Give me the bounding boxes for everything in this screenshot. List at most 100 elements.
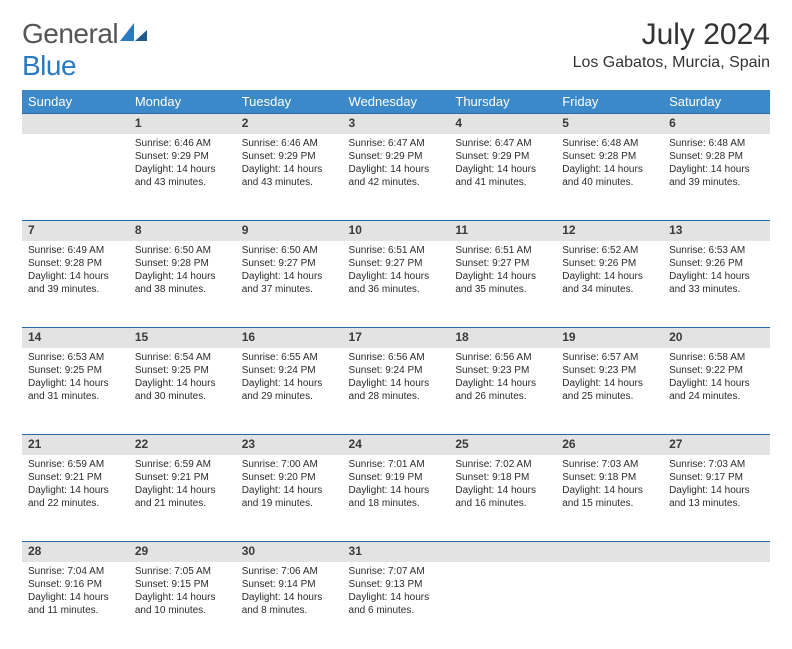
day-cell: Sunrise: 6:52 AMSunset: 9:26 PMDaylight:… [556, 241, 663, 328]
sunrise-line: Sunrise: 6:46 AM [242, 137, 337, 150]
day-number [22, 114, 129, 134]
daylight-line1: Daylight: 14 hours [562, 377, 657, 390]
daylight-line1: Daylight: 14 hours [349, 591, 444, 604]
day-cell: Sunrise: 6:56 AMSunset: 9:24 PMDaylight:… [343, 348, 450, 435]
day-cell: Sunrise: 7:00 AMSunset: 9:20 PMDaylight:… [236, 455, 343, 542]
weekday-header: Sunday [22, 90, 129, 114]
day-number: 16 [236, 328, 343, 348]
daylight-line1: Daylight: 14 hours [28, 270, 123, 283]
day-cell: Sunrise: 6:47 AMSunset: 9:29 PMDaylight:… [449, 134, 556, 221]
day-number [449, 542, 556, 562]
sunset-line: Sunset: 9:29 PM [455, 150, 550, 163]
sunrise-line: Sunrise: 6:56 AM [455, 351, 550, 364]
sunrise-line: Sunrise: 7:03 AM [562, 458, 657, 471]
daylight-line1: Daylight: 14 hours [135, 270, 230, 283]
sunset-line: Sunset: 9:17 PM [669, 471, 764, 484]
daylight-line2: and 40 minutes. [562, 176, 657, 189]
sunset-line: Sunset: 9:28 PM [669, 150, 764, 163]
logo-part1: General [22, 18, 118, 49]
sunrise-line: Sunrise: 7:06 AM [242, 565, 337, 578]
sunset-line: Sunset: 9:27 PM [455, 257, 550, 270]
sunrise-line: Sunrise: 6:58 AM [669, 351, 764, 364]
day-number: 17 [343, 328, 450, 348]
day-number: 31 [343, 542, 450, 562]
sunrise-line: Sunrise: 6:47 AM [455, 137, 550, 150]
location: Los Gabatos, Murcia, Spain [573, 54, 770, 72]
daylight-line2: and 8 minutes. [242, 604, 337, 617]
daylight-line1: Daylight: 14 hours [349, 270, 444, 283]
sunset-line: Sunset: 9:25 PM [28, 364, 123, 377]
daylight-line2: and 19 minutes. [242, 497, 337, 510]
daylight-line1: Daylight: 14 hours [669, 270, 764, 283]
day-cell: Sunrise: 6:51 AMSunset: 9:27 PMDaylight:… [449, 241, 556, 328]
sunset-line: Sunset: 9:14 PM [242, 578, 337, 591]
sunset-line: Sunset: 9:22 PM [669, 364, 764, 377]
day-number: 22 [129, 435, 236, 455]
daylight-line2: and 10 minutes. [135, 604, 230, 617]
day-number: 11 [449, 221, 556, 241]
daylight-line2: and 22 minutes. [28, 497, 123, 510]
day-number [556, 542, 663, 562]
daylight-line2: and 13 minutes. [669, 497, 764, 510]
logo-part2: Blue [22, 50, 76, 81]
day-cell: Sunrise: 6:50 AMSunset: 9:27 PMDaylight:… [236, 241, 343, 328]
sunset-line: Sunset: 9:24 PM [349, 364, 444, 377]
day-number: 21 [22, 435, 129, 455]
day-cell: Sunrise: 7:02 AMSunset: 9:18 PMDaylight:… [449, 455, 556, 542]
day-cell: Sunrise: 6:46 AMSunset: 9:29 PMDaylight:… [129, 134, 236, 221]
day-number: 14 [22, 328, 129, 348]
sunset-line: Sunset: 9:26 PM [562, 257, 657, 270]
daylight-line2: and 38 minutes. [135, 283, 230, 296]
day-cell: Sunrise: 6:48 AMSunset: 9:28 PMDaylight:… [556, 134, 663, 221]
daylight-line1: Daylight: 14 hours [455, 377, 550, 390]
weekday-header: Wednesday [343, 90, 450, 114]
daylight-line1: Daylight: 14 hours [669, 484, 764, 497]
day-number: 1 [129, 114, 236, 134]
day-number-row: 21222324252627 [22, 435, 770, 455]
sunset-line: Sunset: 9:19 PM [349, 471, 444, 484]
day-cell: Sunrise: 6:58 AMSunset: 9:22 PMDaylight:… [663, 348, 770, 435]
daylight-line2: and 42 minutes. [349, 176, 444, 189]
weekday-header-row: Sunday Monday Tuesday Wednesday Thursday… [22, 90, 770, 114]
day-cell: Sunrise: 6:55 AMSunset: 9:24 PMDaylight:… [236, 348, 343, 435]
day-number [663, 542, 770, 562]
sunrise-line: Sunrise: 6:52 AM [562, 244, 657, 257]
logo-text: General Blue [22, 18, 148, 82]
day-number: 23 [236, 435, 343, 455]
day-cell: Sunrise: 7:06 AMSunset: 9:14 PMDaylight:… [236, 562, 343, 649]
day-number: 20 [663, 328, 770, 348]
sunset-line: Sunset: 9:29 PM [242, 150, 337, 163]
sunrise-line: Sunrise: 7:01 AM [349, 458, 444, 471]
day-cell: Sunrise: 6:51 AMSunset: 9:27 PMDaylight:… [343, 241, 450, 328]
day-number: 25 [449, 435, 556, 455]
sunset-line: Sunset: 9:18 PM [562, 471, 657, 484]
day-number: 29 [129, 542, 236, 562]
daylight-line2: and 36 minutes. [349, 283, 444, 296]
day-number: 15 [129, 328, 236, 348]
sunset-line: Sunset: 9:27 PM [242, 257, 337, 270]
daylight-line1: Daylight: 14 hours [562, 163, 657, 176]
day-cell [22, 134, 129, 221]
sunset-line: Sunset: 9:24 PM [242, 364, 337, 377]
sunset-line: Sunset: 9:29 PM [349, 150, 444, 163]
weekday-header: Thursday [449, 90, 556, 114]
daylight-line1: Daylight: 14 hours [135, 377, 230, 390]
sunrise-line: Sunrise: 6:53 AM [28, 351, 123, 364]
calendar-table: Sunday Monday Tuesday Wednesday Thursday… [22, 90, 770, 649]
sunrise-line: Sunrise: 6:47 AM [349, 137, 444, 150]
sunset-line: Sunset: 9:13 PM [349, 578, 444, 591]
sunrise-line: Sunrise: 7:04 AM [28, 565, 123, 578]
daylight-line1: Daylight: 14 hours [242, 484, 337, 497]
daylight-line1: Daylight: 14 hours [242, 377, 337, 390]
daylight-line2: and 31 minutes. [28, 390, 123, 403]
daylight-line1: Daylight: 14 hours [242, 163, 337, 176]
daylight-line1: Daylight: 14 hours [349, 163, 444, 176]
daylight-line2: and 35 minutes. [455, 283, 550, 296]
daylight-line2: and 11 minutes. [28, 604, 123, 617]
daylight-line1: Daylight: 14 hours [28, 484, 123, 497]
sunset-line: Sunset: 9:21 PM [135, 471, 230, 484]
sunrise-line: Sunrise: 6:49 AM [28, 244, 123, 257]
sunset-line: Sunset: 9:16 PM [28, 578, 123, 591]
day-number: 30 [236, 542, 343, 562]
weekday-header: Saturday [663, 90, 770, 114]
